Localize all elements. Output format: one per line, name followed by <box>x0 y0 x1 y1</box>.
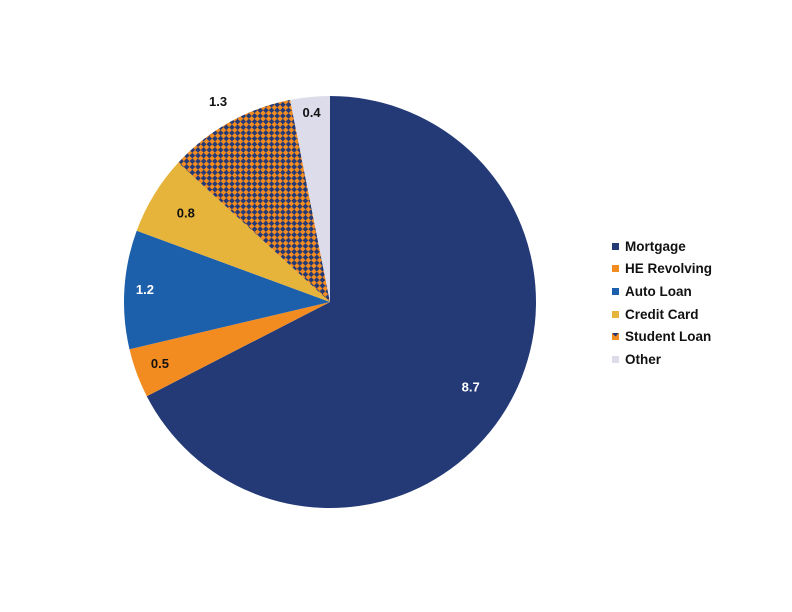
legend-label-mortgage: Mortgage <box>625 238 686 254</box>
pie-slices <box>124 96 536 508</box>
chart-legend: Mortgage HE Revolving Auto Loan Credit Card… <box>612 235 712 371</box>
legend-item-he-revolving: HE Revolving <box>612 258 712 281</box>
legend-swatch-other <box>612 355 619 363</box>
legend-swatch-credit-card <box>612 310 619 318</box>
data-label-credit-card: 0.8 <box>177 205 195 220</box>
legend-swatch-auto-loan <box>612 287 619 295</box>
legend-swatch-he-revolving <box>612 265 619 273</box>
pie-slice-he-revolving <box>129 302 330 397</box>
legend-swatch-mortgage <box>612 242 619 250</box>
legend-label-auto-loan: Auto Loan <box>625 283 692 299</box>
pie-slice-credit-card <box>136 162 330 302</box>
pie-slice-other <box>290 96 330 302</box>
legend-label-he-revolving: HE Revolving <box>625 261 713 277</box>
data-label-he-revolving: 0.5 <box>151 356 169 371</box>
pie-data-labels: 8.7 0.5 1.2 0.8 1.3 0.4 <box>136 94 480 394</box>
legend-label-student-loan: Student Loan <box>625 329 712 345</box>
pie-slice-auto-loan <box>124 230 330 350</box>
pie-slice-student-loan <box>178 99 330 302</box>
legend-item-other: Other <box>612 348 712 371</box>
pie-slice-mortgage <box>146 96 536 508</box>
legend-item-auto-loan: Auto Loan <box>612 280 712 303</box>
data-label-auto-loan: 1.2 <box>136 282 154 297</box>
legend-item-credit-card: Credit Card <box>612 303 712 326</box>
legend-label-credit-card: Credit Card <box>625 306 699 322</box>
data-label-student-loan: 1.3 <box>209 94 227 109</box>
data-label-mortgage: 8.7 <box>462 379 480 394</box>
legend-item-mortgage: Mortgage <box>612 235 712 258</box>
legend-swatch-student-loan <box>612 333 619 341</box>
legend-item-student-loan: Student Loan <box>612 325 712 348</box>
legend-label-other: Other <box>625 351 662 367</box>
data-label-other: 0.4 <box>303 105 322 120</box>
